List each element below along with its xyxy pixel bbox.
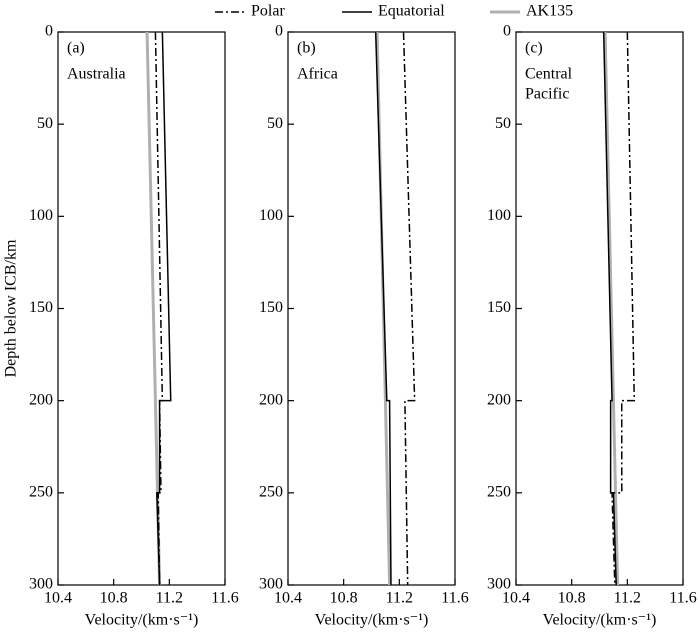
x-tick-label: 11.6 — [441, 590, 468, 607]
y-tick-label: 0 — [275, 23, 283, 40]
y-tick-label: 50 — [267, 115, 283, 132]
y-tick-label: 200 — [487, 391, 511, 408]
y-axis-label: Depth below ICB/km — [3, 239, 20, 377]
plot-frame — [515, 31, 684, 586]
x-axis-label: Velocity/(km·s⁻¹) — [315, 612, 429, 629]
y-tick-label: 150 — [487, 299, 511, 316]
profile-line — [154, 31, 164, 586]
x-axis-label: Velocity/(km·s⁻¹) — [543, 612, 657, 629]
x-tick-label: 11.6 — [211, 590, 238, 607]
x-tick-label: 11.2 — [614, 590, 641, 607]
x-tick-label: 10.8 — [558, 590, 586, 607]
x-tick-label: 10.8 — [330, 590, 358, 607]
y-tick-label: 300 — [29, 576, 53, 593]
y-tick-label: 250 — [259, 484, 283, 501]
y-tick-label: 50 — [495, 115, 511, 132]
legend-label: Equatorial — [378, 3, 445, 20]
legend-label: Polar — [251, 3, 285, 20]
profile-line — [603, 31, 620, 586]
profile-line — [374, 31, 392, 586]
y-tick-label: 300 — [259, 576, 283, 593]
plot-frame — [287, 31, 456, 586]
panel-label: (b) — [297, 40, 316, 57]
y-tick-label: 300 — [487, 576, 511, 593]
region-label: Central — [525, 66, 573, 83]
x-tick-label: 11.6 — [669, 590, 696, 607]
y-tick-label: 200 — [259, 391, 283, 408]
region-label: Africa — [297, 66, 338, 83]
x-tick-label: 10.4 — [274, 590, 302, 607]
y-tick-label: 0 — [45, 23, 53, 40]
profile-line — [402, 31, 416, 586]
panel-label: (c) — [525, 40, 543, 57]
y-tick-label: 250 — [487, 484, 511, 501]
y-tick-label: 0 — [503, 23, 511, 40]
x-tick-label: 10.8 — [100, 590, 128, 607]
region-label: Pacific — [525, 86, 569, 103]
x-tick-label: 10.4 — [44, 590, 72, 607]
y-tick-label: 250 — [29, 484, 53, 501]
region-label: Australia — [67, 66, 126, 83]
x-axis-label: Velocity/(km·s⁻¹) — [85, 612, 199, 629]
y-tick-label: 150 — [259, 299, 283, 316]
y-tick-label: 150 — [29, 299, 53, 316]
y-tick-label: 100 — [29, 207, 53, 224]
profile-line — [611, 31, 636, 586]
y-tick-label: 50 — [37, 115, 53, 132]
profile-line — [602, 31, 617, 586]
x-tick-label: 10.4 — [502, 590, 530, 607]
panel-label: (a) — [67, 40, 85, 57]
y-tick-label: 100 — [487, 207, 511, 224]
y-tick-label: 100 — [259, 207, 283, 224]
x-tick-label: 11.2 — [156, 590, 183, 607]
x-tick-label: 11.2 — [386, 590, 413, 607]
plot-frame — [57, 31, 226, 586]
legend-label: AK135 — [526, 3, 573, 20]
y-tick-label: 200 — [29, 391, 53, 408]
